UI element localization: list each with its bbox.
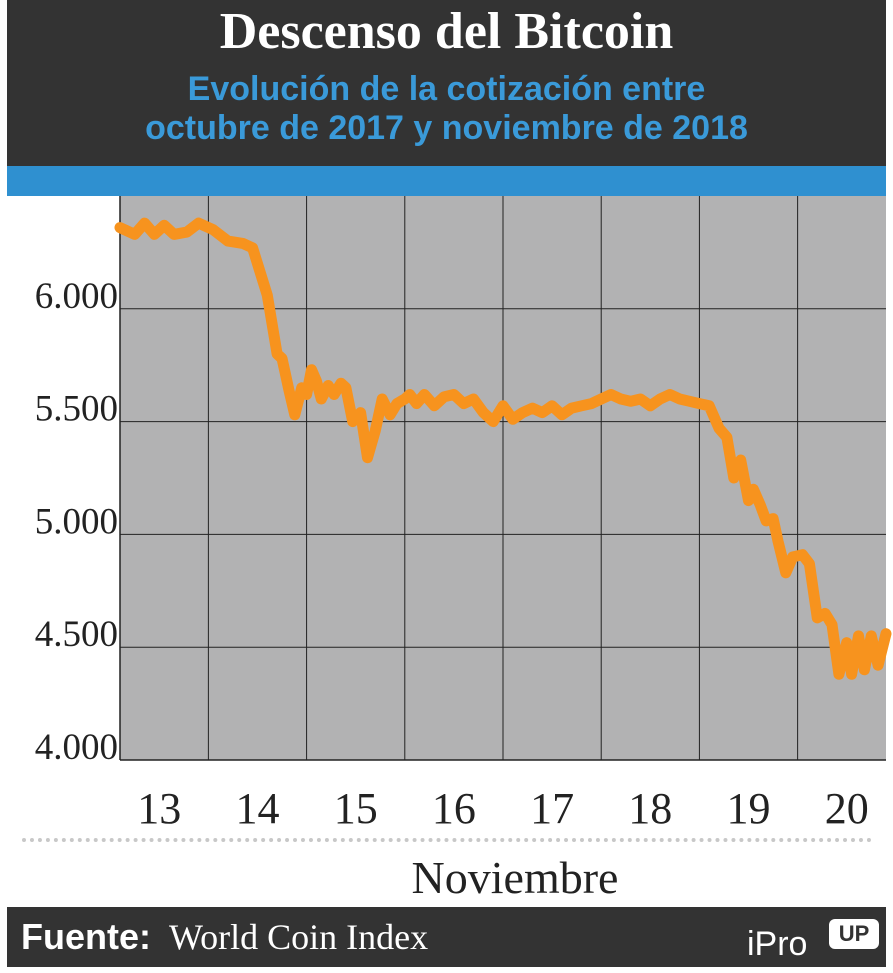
chart-title: Descenso del Bitcoin [219,3,674,60]
y-tick-label-0: 4.000 [35,727,118,768]
x-tick-label-2: 15 [334,784,378,833]
y-axis-labels: 4.000 4.500 5.000 5.500 6.000 [35,276,118,768]
x-axis-labels: 13 14 15 16 17 18 19 20 [137,784,868,833]
brand-logo: iPro UP [747,917,879,963]
x-tick-label-3: 16 [432,784,476,833]
accent-band [7,166,886,196]
y-tick-label-3: 5.500 [35,389,118,430]
brand-badge: UP [829,919,879,949]
x-tick-label-0: 13 [137,784,181,833]
price-line [114,217,892,680]
gridlines [119,196,886,761]
source-value: World Coin Index [169,917,429,957]
chart-subtitle: Evolución de la cotización entre octubre… [7,70,886,148]
x-tick-label-5: 18 [628,784,672,833]
source-label: Fuente: [21,916,151,957]
footer: Fuente: World Coin Index iPro UP [7,907,886,967]
x-tick-label-7: 20 [825,784,869,833]
x-tick-label-4: 17 [530,784,574,833]
x-axis-label: Noviembre [411,852,619,903]
y-tick-label-4: 6.000 [35,276,118,317]
y-tick-label-2: 5.000 [35,501,118,542]
subtitle-line-1: Evolución de la cotización entre [187,70,706,108]
y-tick-label-1: 4.500 [35,614,118,655]
line-chart: 4.000 4.500 5.000 5.500 6.000 13 14 15 16 17 18 19… [35,196,892,833]
x-tick-label-1: 14 [235,784,279,833]
subtitle-line-2: octubre de 2017 y noviembre de 2018 [145,109,748,147]
dotted-divider [22,838,872,842]
x-tick-label-6: 19 [727,784,771,833]
brand-name: iPro [747,925,808,963]
chart-header: Descenso del Bitcoin Evolución de la cot… [7,0,886,166]
